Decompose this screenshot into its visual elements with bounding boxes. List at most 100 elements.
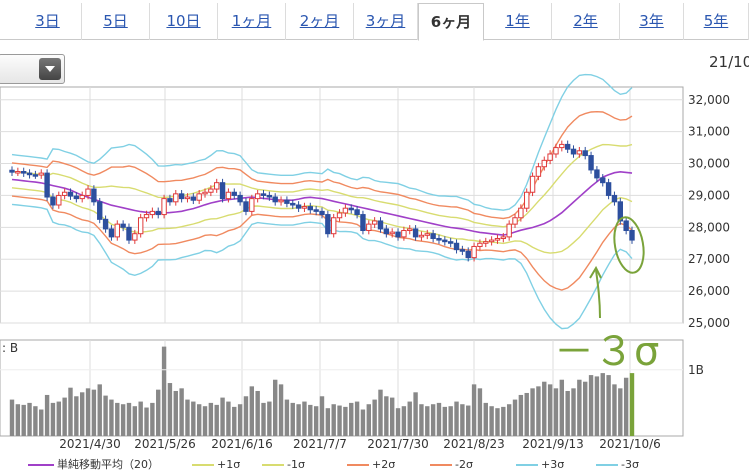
candle-body	[594, 169, 600, 179]
chevron-down-icon[interactable]	[39, 58, 61, 80]
tab-0[interactable]: 3日	[14, 3, 82, 40]
candle-body	[254, 193, 261, 200]
candle-body	[401, 230, 407, 238]
volume-bar	[378, 389, 383, 436]
volume-bar	[302, 401, 307, 436]
candle-body	[114, 223, 120, 238]
volume-bar	[524, 392, 529, 436]
y-tick-label: 25,000	[688, 316, 730, 330]
candle-body	[342, 207, 349, 214]
volume-bar	[354, 401, 360, 436]
candle-body	[623, 220, 629, 232]
volume-bar	[419, 404, 424, 436]
volume-bar	[132, 406, 138, 436]
candle-body	[377, 220, 384, 230]
volume-bar	[21, 404, 26, 436]
tab-5[interactable]: 3ヶ月	[354, 3, 418, 40]
candle-body	[307, 206, 314, 211]
candle-body	[50, 196, 56, 206]
x-tick-label: 2021/9/13	[522, 437, 584, 451]
volume-bar	[255, 390, 260, 436]
tab-1[interactable]: 5日	[82, 3, 150, 40]
volume-bar	[74, 396, 79, 436]
legend-swatch	[516, 464, 538, 466]
volume-bar	[489, 406, 494, 436]
candle-body	[488, 239, 495, 243]
legend-item-1: +1σ	[192, 456, 240, 473]
tab-8[interactable]: 2年	[552, 3, 620, 40]
candle-body	[102, 218, 109, 230]
tab-2[interactable]: 10日	[150, 3, 218, 40]
legend-label: +3σ	[541, 458, 565, 471]
candle-body	[319, 210, 325, 216]
candle-body	[196, 193, 202, 201]
x-tick-label: 2021/4/30	[59, 437, 121, 451]
volume-bar	[360, 409, 366, 436]
candle-body	[500, 236, 507, 239]
legend-item-2: -1σ	[262, 456, 305, 473]
y-tick-label: 27,000	[688, 252, 730, 266]
candle-body	[137, 217, 144, 235]
candle-body	[348, 207, 354, 211]
candle-body	[231, 191, 237, 196]
volume-bar	[466, 405, 471, 436]
tab-4[interactable]: 2ヶ月	[286, 3, 354, 40]
candle-body	[73, 195, 80, 200]
tab-6[interactable]: 6ヶ月	[418, 3, 484, 41]
volume-bar	[366, 404, 371, 436]
legend-label: -3σ	[621, 458, 639, 471]
candle-body	[178, 193, 185, 200]
volume-bar	[156, 389, 161, 436]
tab-3[interactable]: 1ヶ月	[218, 3, 286, 40]
candle-body	[389, 231, 395, 235]
volume-bar	[343, 406, 348, 436]
volume-bar	[501, 406, 506, 436]
candle-body	[290, 202, 296, 206]
candle-body	[611, 194, 618, 203]
volume-bar	[109, 399, 114, 436]
volume-bar	[296, 404, 301, 436]
volume-bar	[68, 387, 73, 436]
candle-body	[38, 172, 44, 176]
volume-bar	[512, 399, 518, 436]
candle-body	[32, 174, 39, 177]
legend-label: -1σ	[287, 458, 305, 471]
candle-body	[97, 201, 103, 220]
volume-bar	[120, 404, 126, 436]
volume-bar	[530, 388, 535, 436]
volume-bar	[542, 381, 547, 436]
candle-body	[161, 198, 167, 216]
candle-body	[219, 182, 226, 200]
candle-body	[225, 191, 232, 200]
tab-9[interactable]: 3年	[620, 3, 684, 40]
volume-bar	[518, 394, 524, 436]
volume-bar	[208, 402, 214, 436]
candle-body	[167, 198, 173, 203]
volume-bar	[430, 404, 436, 436]
annotation-arrow-shaft	[595, 269, 601, 319]
x-tick-label: 2021/5/26	[134, 437, 196, 451]
candle-body	[120, 223, 126, 228]
candle-body	[412, 228, 419, 238]
candle-body	[301, 206, 308, 209]
tab-7[interactable]: 1年	[484, 3, 552, 40]
volume-bar	[249, 386, 255, 436]
candle-body	[371, 220, 378, 225]
volume-bar	[442, 406, 448, 436]
volume-bar	[62, 397, 67, 436]
candle-body	[436, 237, 442, 241]
chart-type-dropdown[interactable]	[0, 54, 65, 84]
candle-body	[143, 214, 150, 219]
volume-bar	[571, 388, 576, 436]
volume-bar	[506, 404, 512, 436]
candle-body	[570, 148, 577, 155]
volume-bar	[85, 388, 91, 436]
chart-svg: 32,000 31,000 30,000 29,000 28,000 27,000 26,0…	[0, 73, 730, 451]
volume-bar	[477, 388, 483, 436]
x-tick-label: 2021/6/16	[211, 437, 273, 451]
candle-body	[61, 191, 68, 196]
legend-swatch	[596, 464, 618, 466]
price-plot-area	[0, 86, 684, 324]
volume-bar	[547, 384, 553, 436]
candle-body	[20, 171, 27, 174]
